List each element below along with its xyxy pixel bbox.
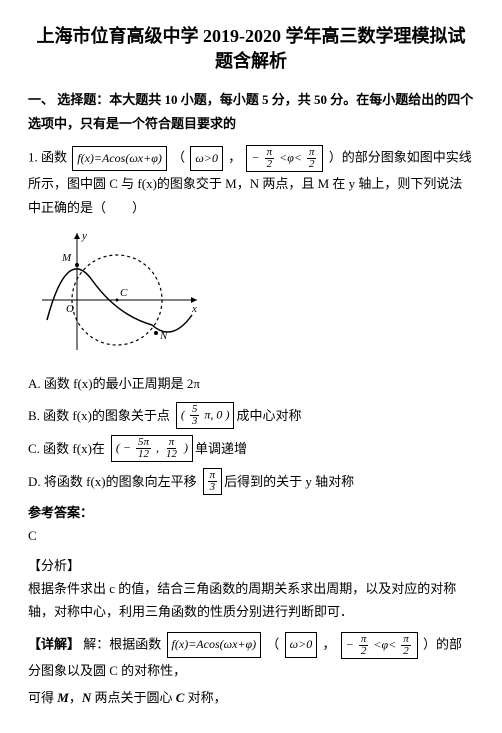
optc-lfrac: 5π 12 <box>136 437 151 460</box>
option-c: C. 函数 f(x)在 ( − 5π 12 , π 12 ) 单调递增 <box>28 435 474 462</box>
origin-label: O <box>66 303 74 315</box>
q1-comma: ， <box>228 150 241 165</box>
axis-y-label: y <box>81 230 87 242</box>
option-a-text: A. 函数 f(x)的最小正周期是 2π <box>28 372 200 395</box>
optc-lsign: − <box>123 440 131 454</box>
point-m: M <box>57 690 69 705</box>
point-m-label: M <box>61 252 72 264</box>
optd-num: π <box>208 470 218 482</box>
optb-open: ( <box>181 407 185 421</box>
detail-phi-range: − π 2 <φ< π 2 <box>341 632 418 659</box>
page-title: 上海市位育高级中学 2019-2020 学年高三数学理模拟试题含解析 <box>28 24 474 74</box>
option-c-interval: ( − 5π 12 , π 12 ) <box>111 435 193 462</box>
q1-formula-fx: f(x)=Acos(ωx+φ) <box>72 146 167 172</box>
point-c-label: C <box>120 287 128 299</box>
analysis-body: 根据条件求出 c 的值，结合三角函数的周期关系求出周期，以及对应的对称轴，对称中… <box>28 577 474 624</box>
detail-formula-fx: f(x)=Acos(ωx+φ) <box>167 632 262 658</box>
optc-lden: 12 <box>136 449 151 460</box>
option-d: D. 将函数 f(x)的图象向左平移 π 3 后得到的关于 y 轴对称 <box>28 468 474 495</box>
option-c-post: 单调递增 <box>195 437 247 460</box>
option-d-post: 后得到的关于 y 轴对称 <box>224 470 354 493</box>
optc-close: ) <box>184 440 188 454</box>
point-c: C <box>176 690 185 705</box>
optb-close: ) <box>225 407 229 421</box>
option-d-pre: D. 将函数 f(x)的图象向左平移 <box>28 470 197 493</box>
optc-lnum: 5π <box>136 437 151 449</box>
detail-omega: ω>0 <box>285 632 318 658</box>
question-1: 1. 函数 f(x)=Acos(ωx+φ) （ ω>0 ， − π 2 <φ< … <box>28 145 474 219</box>
question-1-figure: x y O M C N <box>32 225 474 362</box>
option-b-pre: B. 函数 f(x)的图象关于点 <box>28 404 170 427</box>
answer-value: C <box>28 524 474 547</box>
phi-left-sign: − <box>251 150 259 164</box>
optb-pi: π, 0 <box>204 407 222 421</box>
section-1-heading: 一、 选择题：本大题共 10 小题，每小题 5 分，共 50 分。在每小题给出的… <box>28 88 474 135</box>
optc-rnum: π <box>167 437 177 449</box>
point-n-label: N <box>159 330 168 342</box>
phi-left-frac: π 2 <box>265 147 275 170</box>
optb-frac: 5 3 <box>190 404 200 427</box>
answer-heading: 参考答案： <box>28 501 474 524</box>
option-a: A. 函数 f(x)的最小正周期是 2π <box>28 372 474 395</box>
q1-paren-open: （ <box>172 150 185 165</box>
option-b-point: ( 5 3 π, 0 ) <box>176 402 235 429</box>
point-n: N <box>82 690 91 705</box>
optc-open: ( <box>116 440 120 454</box>
option-b-post: 成中心对称 <box>236 404 301 427</box>
option-b: B. 函数 f(x)的图象关于点 ( 5 3 π, 0 ) 成中心对称 <box>28 402 474 429</box>
optc-sep: , <box>156 440 159 454</box>
phi-mid: <φ< <box>279 150 302 164</box>
optb-den: 3 <box>190 416 200 427</box>
q1-formula-phi-range: − π 2 <φ< π 2 <box>246 145 323 172</box>
optd-den: 3 <box>208 482 218 493</box>
phi-right-den: 2 <box>307 159 317 170</box>
phi-right-frac: π 2 <box>307 147 317 170</box>
option-c-pre: C. 函数 f(x)在 <box>28 437 105 460</box>
optc-rden: 12 <box>164 449 179 460</box>
phi-left-den: 2 <box>265 159 275 170</box>
option-d-frac: π 3 <box>203 468 223 495</box>
analysis-heading: 【分析】 <box>28 554 474 577</box>
q1-prefix: 1. 函数 <box>28 150 70 165</box>
optc-rfrac: π 12 <box>164 437 179 460</box>
detail-last-line: 可得 M，N 两点关于圆心 C 对称， <box>28 686 474 709</box>
detail-paragraph: 【详解】 解：根据函数 f(x)=Acos(ωx+φ) （ ω>0 ， − π … <box>28 632 474 682</box>
axis-x-label: x <box>191 303 197 315</box>
q1-formula-omega: ω>0 <box>190 146 223 172</box>
optb-num: 5 <box>190 404 200 416</box>
